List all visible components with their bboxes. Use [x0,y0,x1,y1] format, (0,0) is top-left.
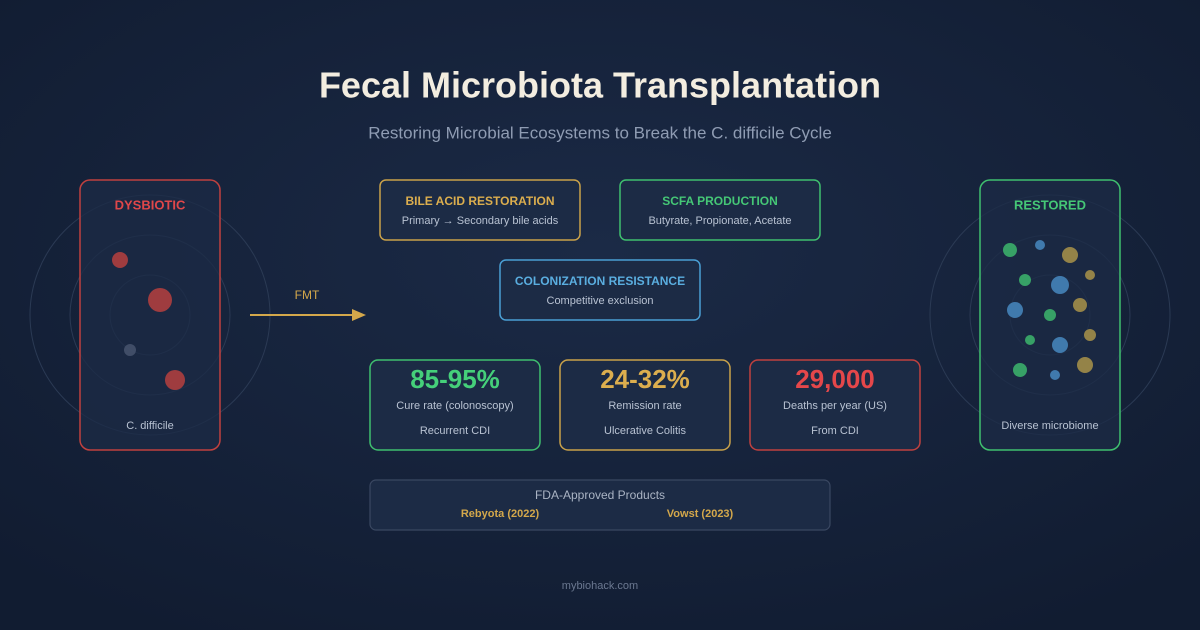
mechanism-card [619,179,821,241]
microbe-dot [1044,309,1056,321]
fda-product: Rebyota (2022) [461,508,540,520]
subtitle: Restoring Microbial Ecosystems to Break … [368,123,832,142]
stat-value: 24-32% [600,364,690,394]
fda-box [369,479,831,531]
panel-caption: Diverse microbiome [1001,420,1098,432]
microbe-dot [1084,329,1096,341]
fmt-arrow: FMT [250,288,366,321]
microbe-dot [112,252,128,268]
microbe-dot [1050,370,1060,380]
microbe-dot [148,288,172,312]
stat-note: Recurrent CDI [420,425,490,437]
restored-panel: RESTORED Diverse microbiome [929,179,1171,451]
panel-label: DYSBIOTIC [115,197,186,212]
microbe-dot [1007,302,1023,318]
microbe-dot [165,370,185,390]
stat-value: 85-95% [410,364,500,394]
microbe-dot [1035,240,1045,250]
fda-product: Vowst (2023) [667,508,734,520]
microbe-dot [1019,274,1031,286]
panel-label: RESTORED [1014,197,1086,212]
mechanism-text: Butyrate, Propionate, Acetate [648,215,791,227]
microbe-dot [1052,337,1068,353]
microbe-dot [1013,363,1027,377]
microbe-dot [1085,270,1095,280]
panel [79,179,221,451]
microbe-dot [1025,335,1035,345]
mechanism-text: Primary → Secondary bile acids [402,215,559,227]
mechanism-card [499,259,701,321]
microbe-dot [124,344,136,356]
microbe-dot [1003,243,1017,257]
microbe-dot [1051,276,1069,294]
stat-label: Deaths per year (US) [783,400,887,412]
mechanism-title: COLONIZATION RESISTANCE [515,274,685,288]
mechanism-card [379,179,581,241]
arrow-head [352,309,366,321]
microbe-dot [1073,298,1087,312]
stat-label: Cure rate (colonoscopy) [396,400,513,412]
stat-note: Ulcerative Colitis [604,425,686,437]
stat-card [749,359,921,451]
stat-label: Remission rate [608,400,681,412]
title: Fecal Microbiota Transplantation [319,65,881,106]
fda-title: FDA-Approved Products [535,488,665,502]
stat-card [559,359,731,451]
mechanism-text: Competitive exclusion [547,295,654,307]
arrow-label: FMT [295,288,320,302]
stat-value: 29,000 [795,364,875,394]
mechanism-title: BILE ACID RESTORATION [405,194,554,208]
dysbiotic-panel: DYSBIOTIC C. difficile [29,179,271,451]
stat-card [369,359,541,451]
panel-caption: C. difficile [126,420,173,432]
microbe-dot [1062,247,1078,263]
footer: mybiohack.com [562,580,638,592]
mechanism-title: SCFA PRODUCTION [662,194,778,208]
stat-note: From CDI [811,425,859,437]
microbe-dot [1077,357,1093,373]
